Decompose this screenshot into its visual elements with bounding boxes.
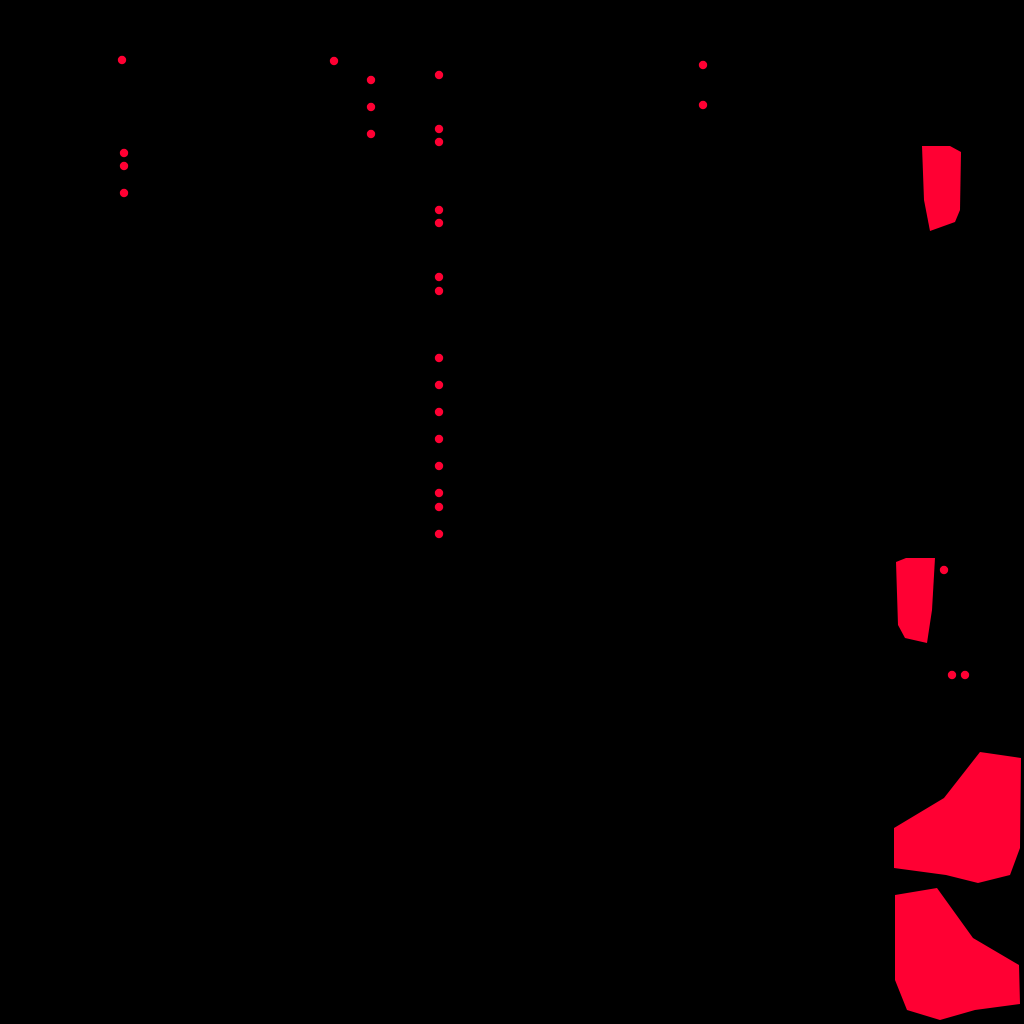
- mask-dot: [434, 380, 444, 390]
- mask-dot: [434, 434, 444, 444]
- mask-dot: [434, 407, 444, 417]
- mask-region: [894, 752, 1021, 883]
- mask-dot: [434, 286, 444, 296]
- mask-dot: [434, 218, 444, 228]
- mask-region: [895, 888, 1020, 1020]
- mask-dot: [434, 488, 444, 498]
- mask-dot: [366, 75, 376, 85]
- mask-dot: [434, 353, 444, 363]
- mask-dot: [434, 70, 444, 80]
- mask-dot: [434, 461, 444, 471]
- mask-dot: [434, 205, 444, 215]
- mask-region: [896, 558, 935, 643]
- mask-dot: [434, 124, 444, 134]
- mask-dot: [119, 148, 129, 158]
- mask-dot: [434, 529, 444, 539]
- mask-dot: [434, 272, 444, 282]
- mask-dot: [698, 100, 708, 110]
- mask-dot: [939, 565, 949, 575]
- mask-dot: [434, 502, 444, 512]
- mask-dot: [366, 102, 376, 112]
- mask-dot: [329, 56, 339, 66]
- mask-dot: [119, 188, 129, 198]
- mask-dot: [119, 161, 129, 171]
- mask-dot: [117, 55, 127, 65]
- mask-dot: [698, 60, 708, 70]
- mask-dot: [434, 137, 444, 147]
- mask-dot: [960, 670, 970, 680]
- mask-region: [922, 146, 961, 231]
- mask-regions: [117, 55, 1021, 1020]
- mask-dot: [947, 670, 957, 680]
- mask-dot: [366, 129, 376, 139]
